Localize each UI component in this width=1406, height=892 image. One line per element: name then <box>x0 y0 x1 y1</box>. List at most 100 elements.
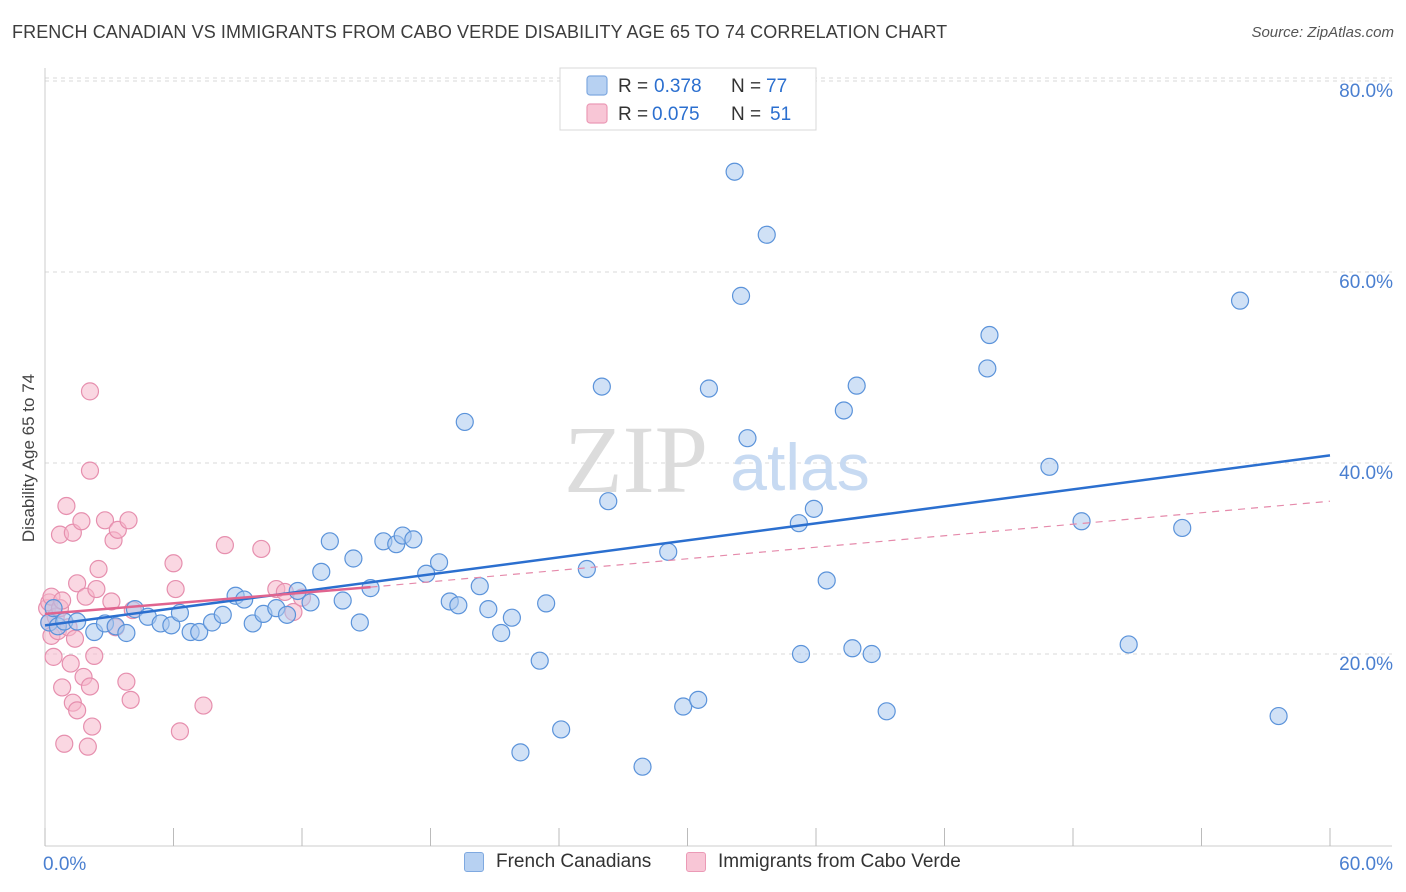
point-french-canadians <box>804 499 823 518</box>
y-tick-label: 20.0% <box>1339 654 1393 675</box>
point-cabo-verde <box>83 717 102 736</box>
series-cabo-verde-points <box>38 382 312 756</box>
legend-r-label-2: R = <box>618 104 648 125</box>
trend-line-cabo-verde <box>44 585 371 616</box>
x-tick-label-max: 60.0% <box>1339 854 1393 875</box>
legend-swatch-cabo-verde <box>686 852 706 872</box>
grid-lines <box>45 77 1392 655</box>
legend-item-cabo-verde: Immigrants from Cabo Verde <box>686 851 961 873</box>
point-french-canadians <box>731 286 751 305</box>
point-cabo-verde <box>166 579 185 599</box>
point-french-canadians <box>980 325 999 345</box>
point-french-canadians <box>1072 512 1091 531</box>
point-cabo-verde <box>80 382 100 401</box>
legend-swatch-blue <box>586 75 608 96</box>
point-french-canadians <box>213 605 232 624</box>
legend-n-value-2: 51 <box>770 104 791 125</box>
source-credit: Source: ZipAtlas.com <box>1251 24 1394 41</box>
point-french-canadians <box>843 639 862 658</box>
point-french-canadians <box>834 401 853 420</box>
point-cabo-verde <box>164 554 183 573</box>
point-cabo-verde <box>68 701 87 720</box>
legend-r-value-1: 0.378 <box>654 76 702 97</box>
point-french-canadians <box>404 530 423 549</box>
point-cabo-verde <box>78 737 97 756</box>
point-french-canadians <box>1230 291 1250 310</box>
point-cabo-verde <box>102 592 121 611</box>
point-cabo-verde <box>44 647 63 666</box>
point-french-canadians <box>301 593 320 612</box>
y-tick-label: 60.0% <box>1339 272 1393 293</box>
point-french-canadians <box>333 591 352 610</box>
legend-swatch-french-canadians <box>464 852 484 872</box>
point-french-canadians <box>577 559 596 579</box>
point-french-canadians <box>429 553 449 572</box>
point-french-canadians <box>502 608 521 627</box>
point-french-canadians <box>791 644 811 664</box>
point-french-canadians <box>789 514 808 533</box>
legend-n-value-1: 77 <box>766 76 787 97</box>
point-french-canadians <box>689 690 708 709</box>
point-french-canadians <box>699 379 719 398</box>
point-cabo-verde <box>252 539 271 559</box>
point-french-canadians <box>162 616 181 635</box>
point-french-canadians <box>1119 635 1138 654</box>
point-french-canadians <box>552 720 571 739</box>
point-french-canadians <box>674 697 693 716</box>
trend-lines <box>44 454 1331 627</box>
point-cabo-verde <box>72 512 91 531</box>
point-cabo-verde <box>215 536 234 555</box>
point-french-canadians <box>492 623 511 643</box>
point-cabo-verde <box>53 678 72 697</box>
watermark-zip: ZIP <box>564 406 708 513</box>
stats-legend: R = 0.378 N = 77 R = 0.075 N = 51 <box>559 67 817 131</box>
point-cabo-verde <box>95 511 115 530</box>
axes <box>44 68 1392 847</box>
legend-n-label-2: N = <box>731 104 761 125</box>
point-french-canadians <box>537 594 556 613</box>
point-french-canadians <box>633 757 652 776</box>
point-french-canadians <box>511 743 530 762</box>
x-tick-labels: 0.0% 60.0% <box>43 854 1393 875</box>
chart-title: FRENCH CANADIAN VS IMMIGRANTS FROM CABO … <box>12 22 948 42</box>
point-french-canadians <box>1269 706 1288 726</box>
point-french-canadians <box>350 613 369 632</box>
y-tick-labels: 20.0% 40.0% 60.0% 80.0% <box>1339 81 1393 675</box>
legend-swatch-pink <box>586 103 608 124</box>
point-cabo-verde <box>57 496 76 516</box>
point-french-canadians <box>1040 457 1059 476</box>
point-french-canadians <box>757 225 776 244</box>
point-french-canadians <box>117 623 136 643</box>
point-french-canadians <box>277 605 297 624</box>
point-french-canadians <box>592 377 611 396</box>
point-french-canadians <box>862 644 881 664</box>
legend-item-french-canadians: French Canadians <box>464 851 651 873</box>
point-cabo-verde <box>119 511 138 530</box>
point-french-canadians <box>725 162 744 181</box>
point-french-canadians <box>470 577 489 596</box>
point-french-canadians <box>312 562 331 581</box>
point-french-canadians <box>659 542 678 561</box>
point-cabo-verde <box>87 579 106 599</box>
point-french-canadians <box>449 596 468 615</box>
y-tick-label: 80.0% <box>1339 81 1393 102</box>
watermark: ZIP atlas <box>564 406 870 513</box>
point-cabo-verde <box>68 574 87 593</box>
point-cabo-verde <box>170 722 190 741</box>
point-cabo-verde <box>80 461 100 480</box>
point-french-canadians <box>455 412 474 432</box>
point-cabo-verde <box>89 559 108 579</box>
trend-line-cabo-verde-extension <box>370 500 1331 588</box>
bottom-legend: French Canadians Immigrants from Cabo Ve… <box>0 851 1406 877</box>
legend-r-value-2: 0.075 <box>652 104 700 125</box>
y-tick-label: 40.0% <box>1339 463 1393 484</box>
legend-label-french-canadians: French Canadians <box>496 851 652 872</box>
point-french-canadians <box>877 702 896 721</box>
point-french-canadians <box>978 359 997 378</box>
point-cabo-verde <box>194 696 213 715</box>
point-french-canadians <box>738 429 757 448</box>
point-french-canadians <box>530 651 549 670</box>
point-french-canadians <box>1173 518 1192 538</box>
y-axis-label: Disability Age 65 to 74 <box>19 374 38 542</box>
